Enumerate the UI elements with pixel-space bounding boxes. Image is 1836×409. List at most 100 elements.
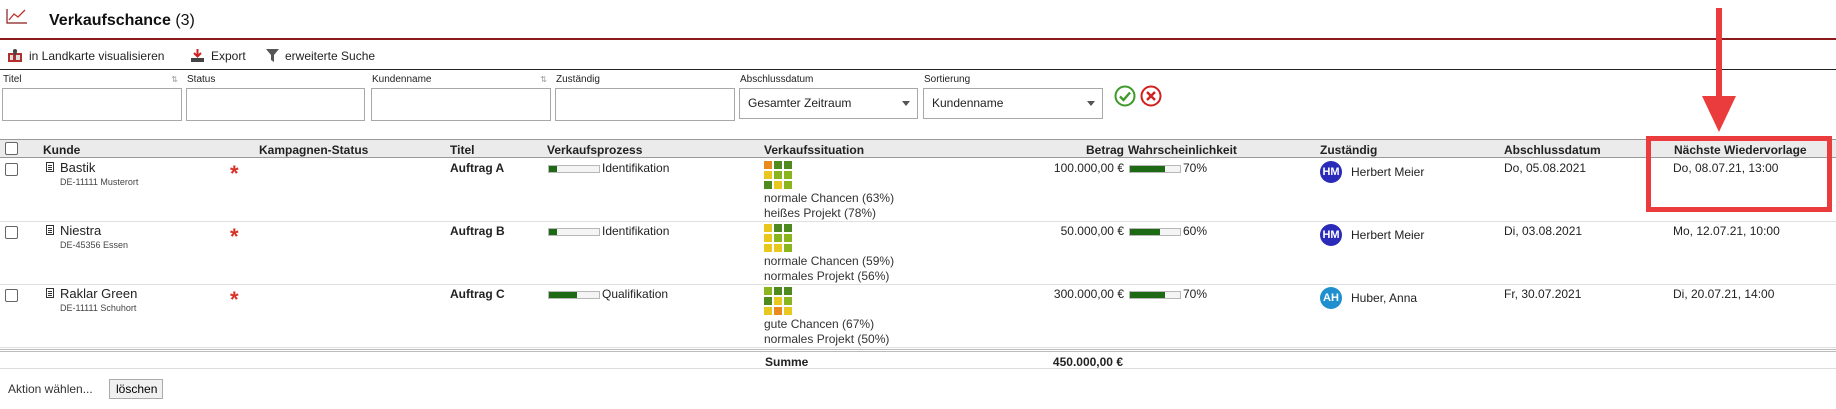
sortierung-select-value: Kundenname <box>932 96 1004 110</box>
filter-zustaendig: Zuständig <box>555 74 735 121</box>
filter-status: Status <box>186 74 365 121</box>
situation-line-1: gute Chancen (67%) <box>764 317 875 331</box>
sortierung-select[interactable]: Kundenname <box>923 88 1103 119</box>
red-arrow-down-icon <box>1702 8 1736 132</box>
page-title-count: (3) <box>175 12 195 29</box>
campaign-status-star-icon: * <box>230 161 239 186</box>
customer-address: DE-45356 Essen <box>60 240 129 250</box>
zustaendig-input[interactable] <box>555 88 735 121</box>
next-followup[interactable]: Do, 08.07.21, 13:00 <box>1673 161 1779 175</box>
column-kampagnen-status[interactable]: Kampagnen-Status <box>259 143 369 157</box>
close-date: Fr, 30.07.2021 <box>1504 287 1582 301</box>
process-progress-bar <box>548 165 600 173</box>
column-verkaufssituation[interactable]: Verkaufssituation <box>764 143 865 157</box>
column-zustaendig[interactable]: Zuständig <box>1320 143 1378 157</box>
map-visualize-label: in Landkarte visualisieren <box>29 49 165 63</box>
abschlussdatum-select-value: Gesamter Zeitraum <box>748 96 852 110</box>
filter-kundenname-label: Kundenname ⇅ <box>372 74 547 85</box>
select-all-checkbox[interactable] <box>5 142 18 155</box>
table-header: Kunde Kampagnen-Status Titel Verkaufspro… <box>0 139 1836 158</box>
map-visualize-button[interactable]: in Landkarte visualisieren <box>7 46 164 66</box>
table-row[interactable]: Bastik DE-11111 Musterort * Auftrag A Id… <box>0 159 1836 222</box>
filter-icon <box>266 49 279 62</box>
probability-bar <box>1129 165 1181 173</box>
kundenname-input[interactable] <box>371 88 551 121</box>
status-input[interactable] <box>186 88 365 121</box>
summary-value: 450.000,00 € <box>1052 355 1123 369</box>
close-date: Di, 03.08.2021 <box>1504 224 1583 238</box>
situation-line-1: normale Chancen (63%) <box>764 191 895 205</box>
checkmark-circle-icon[interactable] <box>1114 85 1136 107</box>
row-checkbox[interactable] <box>5 163 18 176</box>
column-betrag[interactable]: Betrag <box>1086 143 1125 157</box>
filter-abschlussdatum: Abschlussdatum Gesamter Zeitraum <box>739 74 918 119</box>
situation-matrix <box>764 161 794 191</box>
row-checkbox[interactable] <box>5 226 18 239</box>
column-verkaufsprozess[interactable]: Verkaufsprozess <box>547 143 643 157</box>
situation-line-2: normales Projekt (50%) <box>764 332 890 346</box>
amount-value: 50.000,00 € <box>1060 224 1124 238</box>
avatar: HM <box>1320 161 1342 183</box>
next-followup[interactable]: Di, 20.07.21, 14:00 <box>1673 287 1775 301</box>
customer-address: DE-11111 Musterort <box>60 177 139 187</box>
assignee-name[interactable]: Herbert Meier <box>1351 228 1425 242</box>
situation-matrix <box>764 287 794 317</box>
process-label: Identifikation <box>602 224 670 238</box>
advanced-search-button[interactable]: erweiterte Suche <box>266 46 375 66</box>
assignee-name[interactable]: Herbert Meier <box>1351 165 1425 179</box>
amount-value: 300.000,00 € <box>1053 287 1124 301</box>
avatar: HM <box>1320 224 1342 246</box>
filter-titel-label: Titel ⇅ <box>3 74 178 85</box>
document-icon <box>46 288 54 298</box>
abschlussdatum-select[interactable]: Gesamter Zeitraum <box>739 88 918 119</box>
column-kunde[interactable]: Kunde <box>43 143 81 157</box>
probability-label: 70% <box>1183 161 1208 175</box>
column-abschlussdatum[interactable]: Abschlussdatum <box>1504 143 1601 157</box>
customer-name-link[interactable]: Niestra <box>60 223 102 238</box>
probability-bar <box>1129 228 1181 236</box>
row-checkbox[interactable] <box>5 289 18 302</box>
filter-abschlussdatum-label: Abschlussdatum <box>740 74 814 85</box>
table-row[interactable]: Niestra DE-45356 Essen * Auftrag B Ident… <box>0 222 1836 285</box>
page-title-text: Verkaufschance <box>49 12 171 29</box>
customer-name-link[interactable]: Raklar Green <box>60 286 138 301</box>
opportunity-title-link[interactable]: Auftrag C <box>450 287 505 301</box>
chevron-down-icon <box>1087 101 1095 106</box>
export-button[interactable]: Export <box>190 46 246 66</box>
column-wahrscheinlichkeit[interactable]: Wahrscheinlichkeit <box>1128 143 1237 157</box>
export-label: Export <box>211 49 246 63</box>
customer-address: DE-11111 Schuhort <box>60 303 137 313</box>
column-naechste-wiedervorlage[interactable]: Nächste Wiedervorlage <box>1674 143 1807 157</box>
process-label: Qualifikation <box>602 287 669 301</box>
export-icon <box>191 49 204 62</box>
filter-titel: Titel ⇅ <box>2 74 182 121</box>
close-circle-icon[interactable] <box>1140 85 1162 107</box>
filter-zustaendig-label: Zuständig <box>556 74 600 85</box>
delete-button[interactable]: löschen <box>109 379 163 399</box>
action-select[interactable]: Aktion wählen... <box>8 382 93 396</box>
probability-label: 70% <box>1183 287 1208 301</box>
summary-row: Summe 450.000,00 € <box>0 349 1836 369</box>
campaign-status-star-icon: * <box>230 287 239 312</box>
opportunity-title-link[interactable]: Auftrag B <box>450 224 505 238</box>
next-followup[interactable]: Mo, 12.07.21, 10:00 <box>1673 224 1780 238</box>
document-icon <box>46 162 54 172</box>
page-title: Verkaufschance (3) <box>49 12 195 30</box>
filter-status-label: Status <box>187 74 216 85</box>
campaign-status-star-icon: * <box>230 224 239 249</box>
probability-label: 60% <box>1183 224 1208 238</box>
summary-label: Summe <box>765 355 809 369</box>
situation-line-2: heißes Projekt (78%) <box>764 206 877 220</box>
opportunity-title-link[interactable]: Auftrag A <box>450 161 505 175</box>
map-icon <box>8 49 22 62</box>
customer-name-link[interactable]: Bastik <box>60 160 96 175</box>
filter-sortierung: Sortierung Kundenname <box>923 74 1103 119</box>
page-header: Verkaufschance (3) <box>0 0 1836 40</box>
assignee-name[interactable]: Huber, Anna <box>1351 291 1418 305</box>
table-row[interactable]: Raklar Green DE-11111 Schuhort * Auftrag… <box>0 285 1836 348</box>
situation-line-2: normales Projekt (56%) <box>764 269 890 283</box>
close-date: Do, 05.08.2021 <box>1504 161 1587 175</box>
amount-value: 100.000,00 € <box>1053 161 1124 175</box>
column-titel[interactable]: Titel <box>450 143 475 157</box>
titel-input[interactable] <box>2 88 182 121</box>
